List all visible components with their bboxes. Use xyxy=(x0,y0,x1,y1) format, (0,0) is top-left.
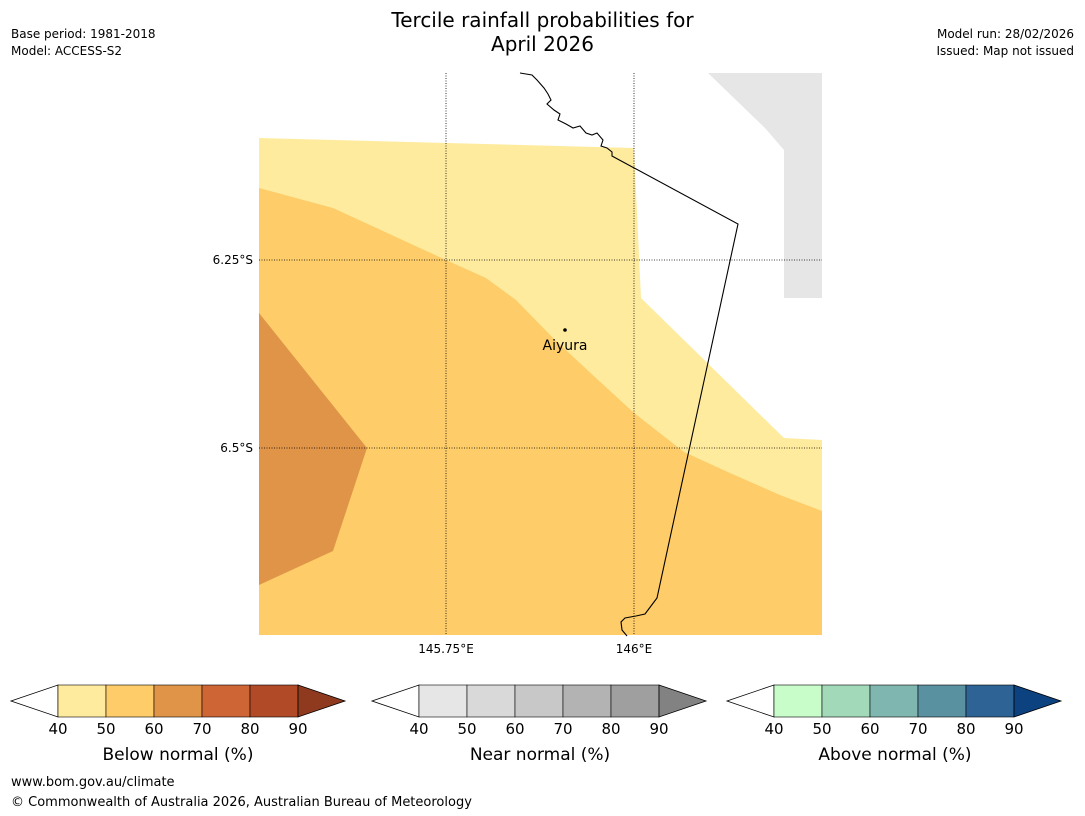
colorbar-segment xyxy=(57,684,107,718)
colorbar-right-extend xyxy=(1013,684,1063,718)
footer-copyright: © Commonwealth of Australia 2026, Austra… xyxy=(11,795,472,810)
colorbar-tick-label: 50 xyxy=(457,720,477,738)
colorbar-segment xyxy=(514,684,564,718)
lat-label-6-25: 6.25°S xyxy=(213,253,253,267)
zone-below-60 xyxy=(259,313,367,585)
lon-label-145-75: 145.75°E xyxy=(418,642,474,656)
colorbar-segment xyxy=(562,684,612,718)
meta-right: Model run: 28/02/2026 Issued: Map not is… xyxy=(936,26,1074,60)
colorbar-tick-label: 90 xyxy=(649,720,669,738)
aiyura-marker xyxy=(563,328,567,332)
colorbar-segment xyxy=(869,684,919,718)
map-title: Tercile rainfall probabilities for April… xyxy=(0,8,1085,56)
lat-label-6-5: 6.5°S xyxy=(220,441,253,455)
colorbar-segment xyxy=(105,684,155,718)
colorbar-tick-label: 50 xyxy=(96,720,116,738)
colorbar-above-label: Above normal (%) xyxy=(818,745,972,765)
map-title-line2: April 2026 xyxy=(491,32,594,56)
rainfall-map: Aiyura 6.25°S 6.5°S 145.75°E 146°E xyxy=(213,72,822,656)
issued-text: Issued: Map not issued xyxy=(936,44,1074,58)
colorbar-tick-label: 90 xyxy=(1004,720,1024,738)
zone-below-50 xyxy=(259,188,822,635)
colorbar-segment xyxy=(821,684,871,718)
model-run-text: Model run: 28/02/2026 xyxy=(936,27,1074,41)
colorbar-tick-label: 40 xyxy=(48,720,68,738)
colorbar-segment xyxy=(249,684,299,718)
colorbar-segment xyxy=(201,684,251,718)
footer-url: www.bom.gov.au/climate xyxy=(11,775,175,790)
colorbar-near-label: Near normal (%) xyxy=(469,745,611,765)
base-period-text: Base period: 1981-2018 xyxy=(11,27,156,41)
model-text: Model: ACCESS-S2 xyxy=(11,44,123,58)
colorbar-near xyxy=(370,684,708,718)
lon-label-146: 146°E xyxy=(616,642,653,656)
colorbar-tick-label: 80 xyxy=(956,720,976,738)
colorbar-left-extend xyxy=(725,684,775,718)
colorbar-tick-label: 40 xyxy=(409,720,429,738)
colorbar-segment xyxy=(418,684,468,718)
colorbar-tick-label: 40 xyxy=(764,720,784,738)
colorbar-tick-label: 90 xyxy=(288,720,308,738)
colorbar-segment xyxy=(917,684,967,718)
colorbar-below xyxy=(9,684,347,718)
colorbar-below-label: Below normal (%) xyxy=(102,745,254,765)
colorbar-tick-label: 60 xyxy=(505,720,525,738)
colorbar-segment xyxy=(965,684,1015,718)
colorbar-tick-label: 80 xyxy=(240,720,260,738)
colorbars xyxy=(9,684,1063,718)
colorbar-tick-label: 80 xyxy=(601,720,621,738)
colorbar-right-extend xyxy=(658,684,708,718)
colorbar-left-extend xyxy=(370,684,420,718)
colorbar-above xyxy=(725,684,1063,718)
colorbar-ticks: 40 50 60 70 80 90 40 50 60 70 80 90 40 50 60 70 80 90 xyxy=(0,720,1085,740)
colorbar-tick-label: 50 xyxy=(812,720,832,738)
no-data-region xyxy=(708,73,822,298)
colorbar-left-extend xyxy=(9,684,59,718)
colorbar-tick-label: 60 xyxy=(860,720,880,738)
colorbar-tick-label: 70 xyxy=(553,720,573,738)
colorbar-tick-label: 70 xyxy=(192,720,212,738)
boundary-line xyxy=(519,72,739,637)
colorbar-segment xyxy=(610,684,660,718)
colorbar-segment xyxy=(773,684,823,718)
colorbar-tick-label: 70 xyxy=(908,720,928,738)
map-title-line1: Tercile rainfall probabilities for xyxy=(391,8,694,32)
meta-left: Base period: 1981-2018 Model: ACCESS-S2 xyxy=(11,26,156,60)
aiyura-label: Aiyura xyxy=(543,338,588,354)
colorbar-tick-label: 60 xyxy=(144,720,164,738)
colorbar-segment xyxy=(153,684,203,718)
colorbar-segment xyxy=(466,684,516,718)
colorbar-right-extend xyxy=(297,684,347,718)
